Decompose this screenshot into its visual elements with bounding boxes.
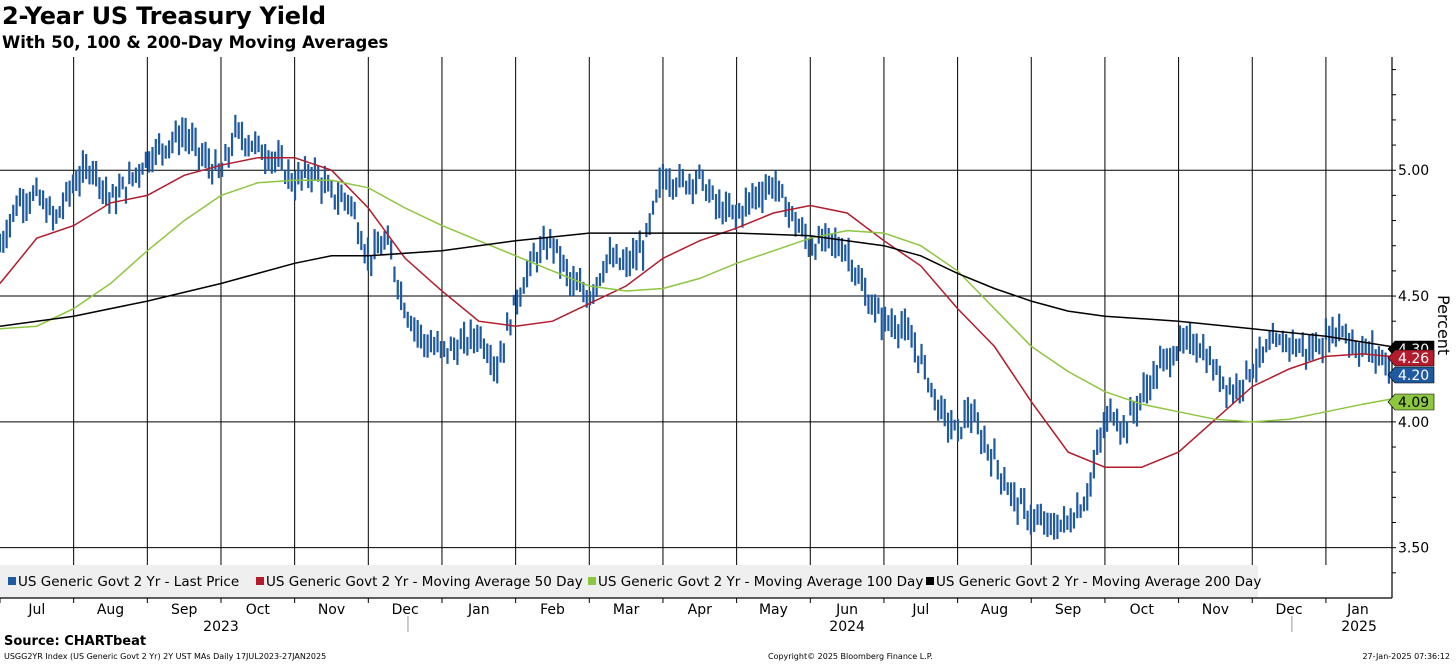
end-label-box (1387, 366, 1435, 384)
x-tick-month: May (759, 602, 788, 618)
x-tick-month: Jun (835, 602, 858, 618)
legend-label: US Generic Govt 2 Yr - Moving Average 20… (936, 574, 1261, 590)
footer-index-info: USGG2YR Index (US Generic Govt 2 Yr) 2Y … (4, 652, 327, 661)
y-axis-label: Percent (1434, 295, 1453, 355)
legend-box (0, 565, 1258, 598)
vertical-gridlines (73, 57, 1327, 565)
x-tick-month: Dec (392, 602, 419, 618)
y-tick-label: 3.50 (1398, 541, 1429, 557)
x-tick-month: Mar (613, 602, 640, 618)
chart-canvas: US Generic Govt 2 Yr - Last Price US Gene… (0, 57, 1453, 632)
x-tick-year: 2025 (1341, 619, 1377, 632)
x-tick-month: Oct (1130, 602, 1155, 618)
horizontal-gridlines (0, 169, 1392, 549)
axes: 3.50 4.00 4.50 5.00 Percent Jul Aug Sep Oct Nov De… (0, 57, 1453, 632)
x-tick-month: Jan (1346, 602, 1369, 618)
legend-label: US Generic Govt 2 Yr - Last Price (18, 574, 239, 590)
series-layer (0, 114, 1391, 540)
ma-line-1 (0, 156, 1391, 468)
x-tick-month: Sep (1055, 602, 1082, 618)
x-tick-month: Aug (97, 602, 124, 618)
x-tick-month: Oct (246, 602, 271, 618)
ma-line-3 (0, 232, 1391, 348)
footer-timestamp: 27-Jan-2025 07:36:12 (1362, 652, 1450, 661)
x-tick-month: Nov (318, 602, 345, 618)
x-tick-year: 2023 (203, 619, 239, 632)
end-label-box (1387, 393, 1435, 411)
x-tick-month: Feb (540, 602, 565, 618)
end-value-labels: 4.304.264.204.09 (1387, 340, 1435, 411)
legend: US Generic Govt 2 Yr - Last Price US Gene… (0, 565, 1261, 598)
ma-line-2 (0, 179, 1391, 423)
legend-swatch (588, 577, 596, 585)
chart-title: 2-Year US Treasury Yield (2, 2, 326, 30)
end-label-value: 4.20 (1398, 368, 1429, 384)
end-label-box (1387, 349, 1435, 367)
x-tick-month: Aug (981, 602, 1008, 618)
legend-label: US Generic Govt 2 Yr - Moving Average 10… (598, 574, 923, 590)
x-tick-month: Apr (688, 602, 712, 618)
x-tick-month: Sep (171, 602, 198, 618)
x-tick-year: 2024 (829, 619, 865, 632)
x-tick-month: Dec (1276, 602, 1303, 618)
legend-swatch (926, 577, 934, 585)
source-text: Source: CHARTbeat (4, 634, 147, 649)
y-tick-label: 4.00 (1398, 415, 1429, 431)
chart-subtitle: With 50, 100 & 200-Day Moving Averages (2, 33, 389, 52)
y-tick-label: 4.50 (1398, 289, 1429, 305)
x-tick-month: Jul (27, 602, 45, 618)
legend-swatch (8, 577, 16, 585)
legend-swatch (256, 577, 264, 585)
end-label-value: 4.26 (1398, 351, 1429, 367)
y-tick-label: 5.00 (1398, 163, 1429, 179)
x-tick-month: Jan (467, 602, 490, 618)
legend-label: US Generic Govt 2 Yr - Moving Average 50… (266, 574, 583, 590)
x-tick-month: Jul (911, 602, 929, 618)
x-tick-month: Nov (1202, 602, 1229, 618)
footer-copyright: Copyright© 2025 Bloomberg Finance L.P. (768, 652, 933, 661)
end-label-value: 4.09 (1398, 395, 1429, 411)
